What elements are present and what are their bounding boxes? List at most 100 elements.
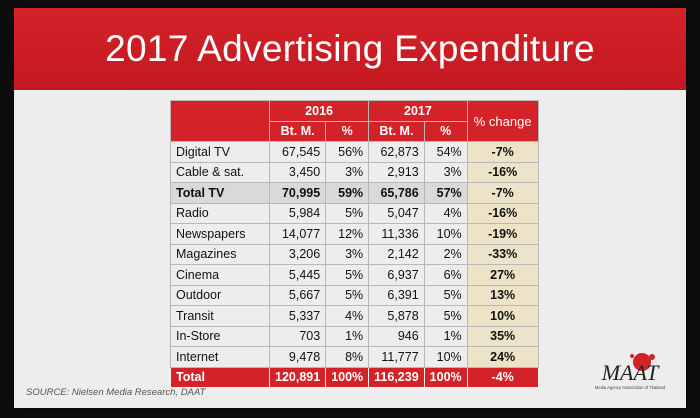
expenditure-table: 2016 2017 % change Bt. M. % Bt. M. % Dig…	[170, 100, 539, 388]
share-2016-cell: 100%	[325, 366, 370, 388]
value-2017-cell: 6,937	[368, 264, 425, 286]
change-cell: 10%	[466, 305, 539, 327]
change-cell: -7%	[466, 141, 539, 163]
value-2017-cell: 5,047	[368, 202, 425, 224]
change-cell: 35%	[466, 325, 539, 347]
maat-logo: MAAT Media Agency Association of Thailan…	[595, 353, 666, 390]
share-2017-cell: 57%	[423, 182, 468, 204]
value-2017-cell: 6,391	[368, 284, 425, 306]
value-2017-cell: 65,786	[368, 182, 425, 204]
table-row: Magazines 3,206 3% 2,142 2% -33%	[170, 243, 539, 265]
table-row: Digital TV 67,545 56% 62,873 54% -7%	[170, 141, 539, 163]
value-2016-cell: 3,206	[268, 243, 327, 265]
share-2017-cell: 5%	[423, 284, 468, 306]
share-2017-cell: 2%	[423, 243, 468, 265]
source-note: SOURCE: Nielsen Media Research, DAAT	[26, 387, 206, 398]
value-2017-cell: 62,873	[368, 141, 425, 163]
value-2016-cell: 5,337	[268, 305, 327, 327]
table-row: Total 120,891 100% 116,239 100% -4%	[170, 366, 539, 388]
category-cell: Magazines	[170, 243, 270, 265]
slide-title: 2017 Advertising Expenditure	[105, 28, 595, 69]
share-2016-cell: 59%	[325, 182, 370, 204]
unit-header-bt-2016: Bt. M.	[268, 120, 327, 142]
change-cell: -16%	[466, 202, 539, 224]
value-2016-cell: 9,478	[268, 346, 327, 368]
share-2016-cell: 5%	[325, 202, 370, 224]
share-2016-cell: 5%	[325, 264, 370, 286]
change-cell: 24%	[466, 346, 539, 368]
table-row: Cinema 5,445 5% 6,937 6% 27%	[170, 264, 539, 286]
table-row: Transit 5,337 4% 5,878 5% 10%	[170, 305, 539, 327]
share-2016-cell: 3%	[325, 161, 370, 183]
value-2016-cell: 5,984	[268, 202, 327, 224]
value-2017-cell: 11,777	[368, 346, 425, 368]
table-row: Radio 5,984 5% 5,047 4% -16%	[170, 202, 539, 224]
share-2017-cell: 5%	[423, 305, 468, 327]
change-header: % change	[466, 100, 539, 142]
value-2016-cell: 5,667	[268, 284, 327, 306]
unit-header-pct-2016: %	[325, 120, 370, 142]
value-2016-cell: 5,445	[268, 264, 327, 286]
category-cell: Digital TV	[170, 141, 270, 163]
share-2017-cell: 10%	[423, 223, 468, 245]
logo-subtitle: Media Agency Association of Thailand	[595, 385, 666, 390]
category-cell: Radio	[170, 202, 270, 224]
share-2016-cell: 1%	[325, 325, 370, 347]
share-2017-cell: 54%	[423, 141, 468, 163]
value-2017-cell: 116,239	[368, 366, 425, 388]
table-row: In-Store 703 1% 946 1% 35%	[170, 325, 539, 347]
table-row: Newspapers 14,077 12% 11,336 10% -19%	[170, 223, 539, 245]
value-2016-cell: 3,450	[268, 161, 327, 183]
share-2016-cell: 3%	[325, 243, 370, 265]
share-2016-cell: 8%	[325, 346, 370, 368]
year-2017-header: 2017	[368, 100, 468, 122]
share-2017-cell: 1%	[423, 325, 468, 347]
unit-header-bt-2017: Bt. M.	[368, 120, 425, 142]
table-row: Total TV 70,995 59% 65,786 57% -7%	[170, 182, 539, 204]
category-cell: Outdoor	[170, 284, 270, 306]
value-2016-cell: 703	[268, 325, 327, 347]
share-2017-cell: 6%	[423, 264, 468, 286]
share-2017-cell: 4%	[423, 202, 468, 224]
title-banner: 2017 Advertising Expenditure	[14, 8, 686, 90]
change-cell: -19%	[466, 223, 539, 245]
table-row: Internet 9,478 8% 11,777 10% 24%	[170, 346, 539, 368]
category-cell: Newspapers	[170, 223, 270, 245]
category-header-cell	[170, 100, 270, 142]
year-2016-header: 2016	[268, 100, 370, 122]
value-2017-cell: 2,142	[368, 243, 425, 265]
logo-red-splash-icon	[633, 353, 651, 371]
category-cell: Internet	[170, 346, 270, 368]
category-cell: Total	[170, 366, 270, 388]
category-cell: Transit	[170, 305, 270, 327]
unit-header-pct-2017: %	[423, 120, 468, 142]
value-2017-cell: 946	[368, 325, 425, 347]
presentation-slide: 2017 Advertising Expenditure 2016 2017 %…	[14, 8, 686, 408]
year-header-row: 2016 2017 % change	[170, 100, 539, 142]
category-cell: Cable & sat.	[170, 161, 270, 183]
change-cell: 27%	[466, 264, 539, 286]
value-2017-cell: 5,878	[368, 305, 425, 327]
value-2016-cell: 70,995	[268, 182, 327, 204]
table-body: Digital TV 67,545 56% 62,873 54% -7% Cable & s…	[170, 141, 539, 388]
category-cell: In-Store	[170, 325, 270, 347]
change-cell: -33%	[466, 243, 539, 265]
value-2016-cell: 67,545	[268, 141, 327, 163]
value-2017-cell: 11,336	[368, 223, 425, 245]
share-2017-cell: 100%	[423, 366, 468, 388]
category-cell: Cinema	[170, 264, 270, 286]
change-cell: -16%	[466, 161, 539, 183]
value-2016-cell: 14,077	[268, 223, 327, 245]
share-2016-cell: 5%	[325, 284, 370, 306]
change-cell: -4%	[466, 366, 539, 388]
change-cell: -7%	[466, 182, 539, 204]
share-2016-cell: 12%	[325, 223, 370, 245]
change-cell: 13%	[466, 284, 539, 306]
value-2017-cell: 2,913	[368, 161, 425, 183]
table-row: Cable & sat. 3,450 3% 2,913 3% -16%	[170, 161, 539, 183]
table-row: Outdoor 5,667 5% 6,391 5% 13%	[170, 284, 539, 306]
share-2016-cell: 56%	[325, 141, 370, 163]
share-2017-cell: 10%	[423, 346, 468, 368]
logo-wordmark: MAAT	[601, 360, 660, 385]
value-2016-cell: 120,891	[268, 366, 327, 388]
